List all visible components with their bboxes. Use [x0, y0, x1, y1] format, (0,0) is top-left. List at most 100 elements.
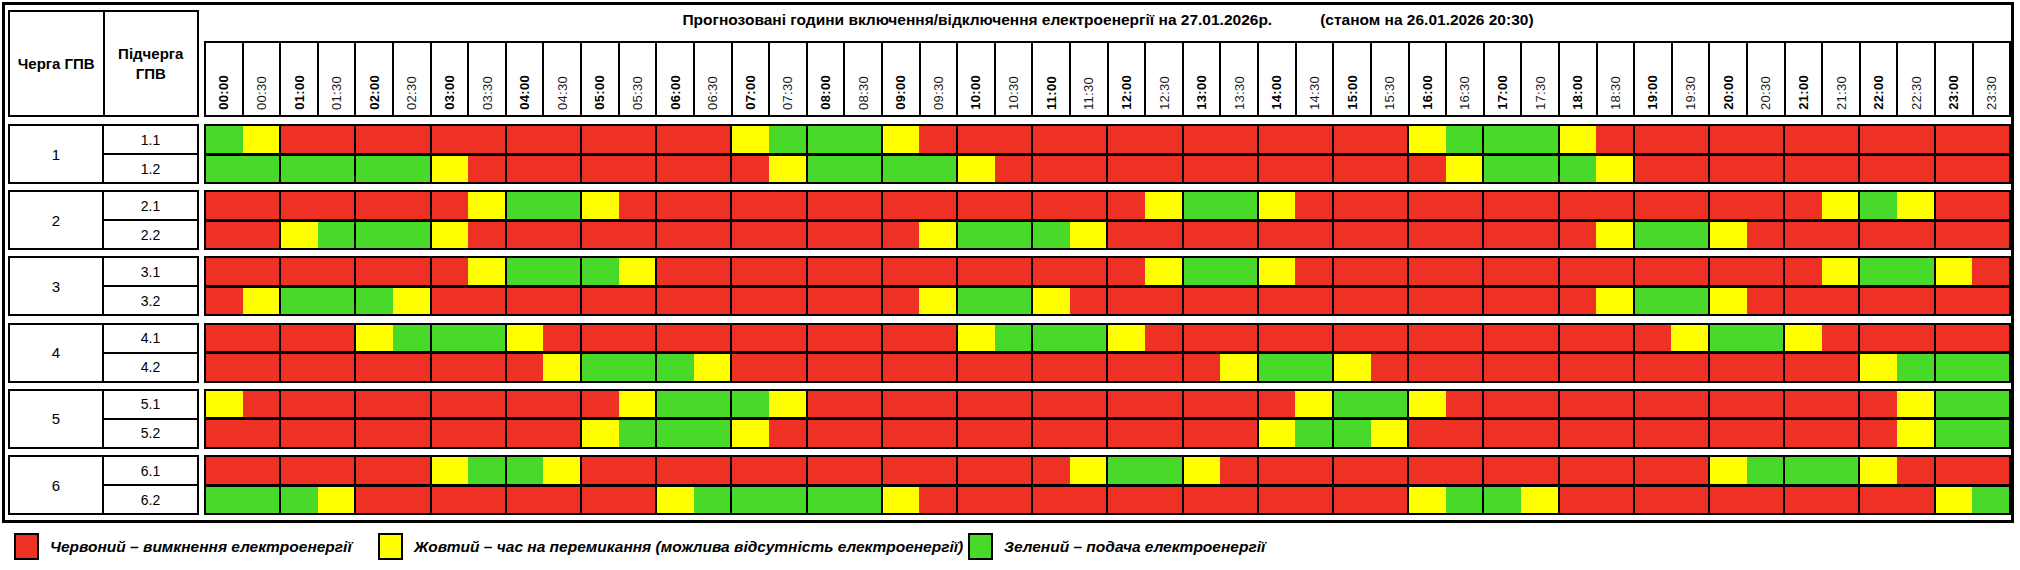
- legend-label: Червоний – вимкнення електроенергії: [50, 538, 352, 556]
- half-hour-slot: [883, 222, 920, 249]
- time-column: 18:00: [1558, 43, 1596, 115]
- half-hour-slot: [468, 457, 505, 484]
- schedule-row: [206, 258, 2009, 285]
- legend-item: Жовтий – час на перемикання (можлива від…: [378, 533, 963, 560]
- half-hour-slot: [769, 156, 806, 183]
- half-hour-slot: [468, 222, 505, 249]
- hour-cell: [1257, 457, 1332, 484]
- half-hour-slot: [1145, 192, 1182, 219]
- hour-cell: [1708, 457, 1783, 484]
- half-hour-slot: [1295, 391, 1332, 418]
- hour-cell: [206, 222, 279, 249]
- time-column: 04:00: [505, 43, 543, 115]
- hour-cell: [1708, 192, 1783, 219]
- left-header: Черга ГПВ Підчерга ГПВ: [8, 10, 199, 117]
- hour-cell: [505, 354, 580, 381]
- hour-cell: [1783, 126, 1858, 153]
- time-column: 19:00: [1633, 43, 1671, 115]
- hour-cell: [1182, 222, 1257, 249]
- hour-cell: [655, 288, 730, 315]
- time-column: 17:30: [1520, 43, 1558, 115]
- hour-cell: [730, 258, 805, 285]
- time-column: 01:30: [317, 43, 355, 115]
- schedule-row: [206, 351, 2009, 381]
- hour-cell: [1482, 192, 1557, 219]
- hour-cell: [1783, 288, 1858, 315]
- hour-cell: [1182, 420, 1257, 447]
- time-label: 10:30: [1006, 76, 1021, 110]
- time-label: 17:00: [1495, 75, 1510, 110]
- subqueue-column: 3.13.2: [104, 258, 197, 314]
- time-column: 06:00: [655, 43, 693, 115]
- hour-cell: [730, 126, 805, 153]
- hour-cell: [956, 156, 1031, 183]
- hour-cell: [730, 354, 805, 381]
- time-label: 16:00: [1420, 75, 1435, 110]
- hour-cell: [580, 325, 655, 352]
- hour-cell: [279, 457, 354, 484]
- hour-cell: [956, 222, 1031, 249]
- time-column: 19:30: [1671, 43, 1709, 115]
- hour-cell: [655, 391, 730, 418]
- hour-cell: [206, 391, 279, 418]
- half-hour-slot: [582, 258, 619, 285]
- hour-cell: [1558, 325, 1633, 352]
- hour-cell: [580, 288, 655, 315]
- hour-cell: [1934, 258, 2009, 285]
- subqueue-label: 5.2: [104, 420, 197, 447]
- hour-cell: [1858, 126, 1933, 153]
- schedule-row: [206, 153, 2009, 183]
- hour-cell: [655, 457, 730, 484]
- hour-cell: [1031, 457, 1106, 484]
- subqueue-label: 1.1: [104, 126, 197, 155]
- time-label: 00:30: [254, 76, 269, 110]
- hour-cell: [1407, 126, 1482, 153]
- schedule-group: 44.14.2: [8, 323, 2011, 383]
- hour-cell: [1482, 354, 1557, 381]
- hour-cell: [1783, 420, 1858, 447]
- hour-cell: [505, 126, 580, 153]
- time-column: 07:30: [768, 43, 806, 115]
- half-hour-slot: [1484, 487, 1521, 514]
- half-hour-slot: [1295, 192, 1332, 219]
- group-grid: [204, 323, 2011, 383]
- half-hour-slot: [1822, 192, 1859, 219]
- half-hour-slot: [1446, 487, 1483, 514]
- schedule-group: 66.16.2: [8, 455, 2011, 515]
- hour-cell: [1106, 325, 1181, 352]
- hour-cell: [580, 258, 655, 285]
- half-hour-slot: [1785, 258, 1822, 285]
- hour-cell: [881, 156, 956, 183]
- hour-cell: [580, 391, 655, 418]
- hour-cell: [580, 487, 655, 514]
- half-hour-slot: [1334, 420, 1371, 447]
- hour-cell: [956, 420, 1031, 447]
- subqueue-column: 4.14.2: [104, 325, 197, 381]
- half-hour-slot: [769, 391, 806, 418]
- time-label: 03:30: [480, 76, 495, 110]
- schedule-row: [206, 391, 2009, 418]
- hour-cell: [1182, 258, 1257, 285]
- half-hour-slot: [1409, 156, 1446, 183]
- hour-cell: [354, 192, 429, 219]
- half-hour-slot: [206, 391, 243, 418]
- hour-cell: [1106, 391, 1181, 418]
- hour-cell: [1708, 222, 1783, 249]
- schedule-page: { "title": { "main": "Прогнозовані годин…: [0, 0, 2020, 570]
- time-label: 15:30: [1382, 76, 1397, 110]
- hour-cell: [279, 222, 354, 249]
- hour-cell: [1934, 325, 2009, 352]
- half-hour-slot: [432, 222, 469, 249]
- hour-cell: [1934, 222, 2009, 249]
- time-column: 02:00: [354, 43, 392, 115]
- time-column: 20:00: [1708, 43, 1746, 115]
- time-column: 09:30: [919, 43, 957, 115]
- hour-cell: [1708, 487, 1783, 514]
- half-hour-slot: [582, 391, 619, 418]
- hour-cell: [1407, 391, 1482, 418]
- half-hour-slot: [1070, 457, 1107, 484]
- hour-cell: [956, 354, 1031, 381]
- hour-cell: [1106, 420, 1181, 447]
- half-hour-slot: [1860, 192, 1897, 219]
- time-label: 13:00: [1194, 75, 1209, 110]
